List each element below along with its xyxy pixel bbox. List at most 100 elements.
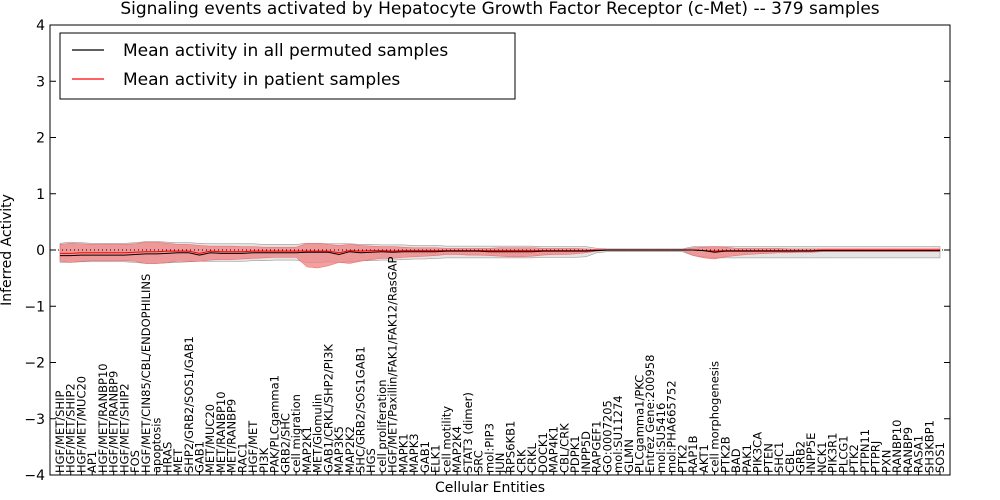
y-tick-label: 3: [36, 74, 45, 90]
x-tick-label: Entrez Gene:200958: [643, 355, 657, 473]
x-tick-label: PIK3CA: [751, 432, 765, 473]
x-tick-label: MAP2K1: [300, 426, 314, 473]
x-tick-label: CBL: [783, 450, 797, 473]
x-tick-label: MAP2K4: [450, 426, 464, 473]
x-tick-label: MET: [171, 448, 185, 473]
x-tick-label: mol:PHA665752: [665, 380, 679, 473]
x-tick-label: MAP4K1: [547, 426, 561, 473]
x-tick-label: PXN: [879, 450, 893, 473]
y-tick-label: 4: [36, 18, 45, 34]
x-tick-label: MET/Glomulin: [311, 394, 325, 473]
x-tick-label: HGF/MET/SHIP2: [64, 383, 78, 473]
x-tick-label: HGF/MET/MUC20: [74, 376, 88, 473]
x-tick-label: SHP2/GRB2/SOS1/GAB1: [182, 336, 196, 473]
x-tick-label: apoptosis: [150, 418, 164, 473]
confidence-band-2: [59, 241, 941, 269]
x-tick-label: RAPGEF1: [590, 421, 604, 473]
legend-label-2: Mean activity in patient samples: [123, 70, 400, 90]
y-tick-label: 2: [36, 131, 45, 147]
x-tick-label: PI3K: [257, 447, 271, 473]
x-tick-label: JUN: [493, 453, 507, 474]
x-tick-label: RANBP10: [890, 420, 904, 473]
x-tick-label: CBL/CRK: [557, 423, 571, 473]
y-tick-label: −2: [24, 356, 45, 372]
y-tick-label: −1: [24, 299, 45, 315]
x-tick-label: GAB1: [418, 441, 432, 473]
y-tick-label: −3: [24, 412, 45, 428]
x-tick-label: AP1: [85, 451, 99, 473]
x-tick-label: HGF/MET/RANBP9: [107, 371, 121, 473]
x-tick-label: SRC: [472, 450, 486, 473]
x-tick-label: AKT1: [697, 444, 711, 473]
x-tick-label: HGF/MET: [246, 420, 260, 473]
series-line-1: [60, 249, 940, 257]
x-tick-label: SHC/GRB2/SOS1GAB1: [353, 346, 367, 473]
x-tick-label: CRK: [514, 449, 528, 473]
x-tick-label: PAK/PLCgamma1: [268, 375, 282, 473]
x-axis-label: Cellular Entities: [435, 480, 545, 496]
x-tick-label: NCK1: [815, 442, 829, 474]
x-tick-label: mol:SU11274: [611, 395, 625, 473]
x-tick-label: PIK3R1: [826, 433, 840, 474]
x-tick-label: MAP2K2: [343, 426, 357, 473]
x-tick-label: RASA1: [912, 435, 926, 473]
x-tick-label: PTK2: [847, 444, 861, 473]
x-tick-label: ELK1: [429, 444, 443, 473]
x-tick-label: RAP1B: [686, 435, 700, 473]
x-tick-label: MET/MUC20: [203, 404, 217, 473]
x-tick-label: HGF/MET/Paxillin/FAK1/FAK12/RasGAP: [386, 256, 400, 473]
y-tick-label: 1: [36, 187, 45, 203]
x-tick-label: STAT3 (dimer): [461, 392, 475, 473]
x-tick-label: MET/RANBP9: [225, 399, 239, 473]
x-tick-label: MAPK3: [407, 433, 421, 473]
x-tick-label: DOCK1: [536, 432, 550, 473]
legend-frame: [59, 32, 516, 100]
x-tick-label: SOS1: [933, 442, 947, 473]
x-tick-label: HGF/MET/SHIP: [53, 391, 67, 473]
x-tick-label: PTPN11: [858, 429, 872, 473]
x-tick-label: PTK2: [675, 444, 689, 473]
x-tick-label: MAP3K5: [332, 426, 346, 473]
x-tick-label: cell motility: [439, 406, 453, 473]
legend: Mean activity in all permuted samples Mea…: [59, 32, 516, 100]
x-tick-label: HRAS: [160, 442, 174, 473]
legend-label-1: Mean activity in all permuted samples: [123, 41, 448, 61]
y-axis-label: Inferred Activity: [0, 194, 15, 306]
x-tick-label: SHC1: [772, 442, 786, 473]
x-tick-label: FOS: [128, 450, 142, 473]
plot-area: −4−3−2−101234HGF/MET/SHIPHGF/MET/SHIP2HG…: [24, 18, 951, 484]
x-tick-label: GRB2/SHC: [278, 413, 292, 473]
x-tick-label: PTPRJ: [869, 441, 883, 473]
x-tick-label: GAB1: [193, 441, 207, 473]
x-tick-label: cell proliferation: [375, 379, 389, 473]
x-tick-label: HGS: [364, 448, 378, 473]
x-tick-label: RANBP9: [901, 427, 915, 473]
x-tick-label: RAC1: [235, 442, 249, 473]
x-tick-label: cell migration: [289, 394, 303, 473]
x-tick-label: PLCgamma1/PKC: [633, 375, 647, 473]
x-tick-label: mol:PIP3: [482, 423, 496, 473]
x-tick-label: cell morphogenesis: [708, 361, 722, 473]
y-tick-label: 0: [36, 243, 45, 259]
chart-title: Signaling events activated by Hepatocyte…: [120, 0, 879, 19]
x-tick-label: HGF/MET/CIN85/CBL/ENDOPHILINS: [139, 274, 153, 473]
x-tick-label: PTK2B: [718, 436, 732, 473]
x-tick-label: PAK1: [740, 444, 754, 473]
x-tick-label: GAB1/CRKL/SHP2/PI3K: [321, 344, 335, 473]
x-tick-label: CRKL: [525, 442, 539, 473]
x-tick-label: INPP5E: [804, 433, 818, 473]
x-tick-label: INPP5D: [579, 431, 593, 473]
x-tick-label: GO:0007205: [600, 400, 614, 473]
x-tick-label: PDPK1: [568, 435, 582, 473]
x-tick-label: GRB2: [793, 441, 807, 473]
x-tick-label: HGF/MET/RANBP10: [96, 363, 110, 473]
x-tick-label: mol:SU5416: [654, 403, 668, 473]
x-tick-label: MET/RANBP10: [214, 391, 228, 473]
x-tick-label: GLMN: [622, 439, 636, 473]
x-tick-label: SH3KBP1: [922, 420, 936, 473]
x-tick-label: RPS6KB1: [504, 421, 518, 473]
y-tick-label: −4: [24, 468, 45, 484]
x-tick-label: BAD: [729, 448, 743, 473]
x-tick-label: PLCG1: [836, 435, 850, 473]
